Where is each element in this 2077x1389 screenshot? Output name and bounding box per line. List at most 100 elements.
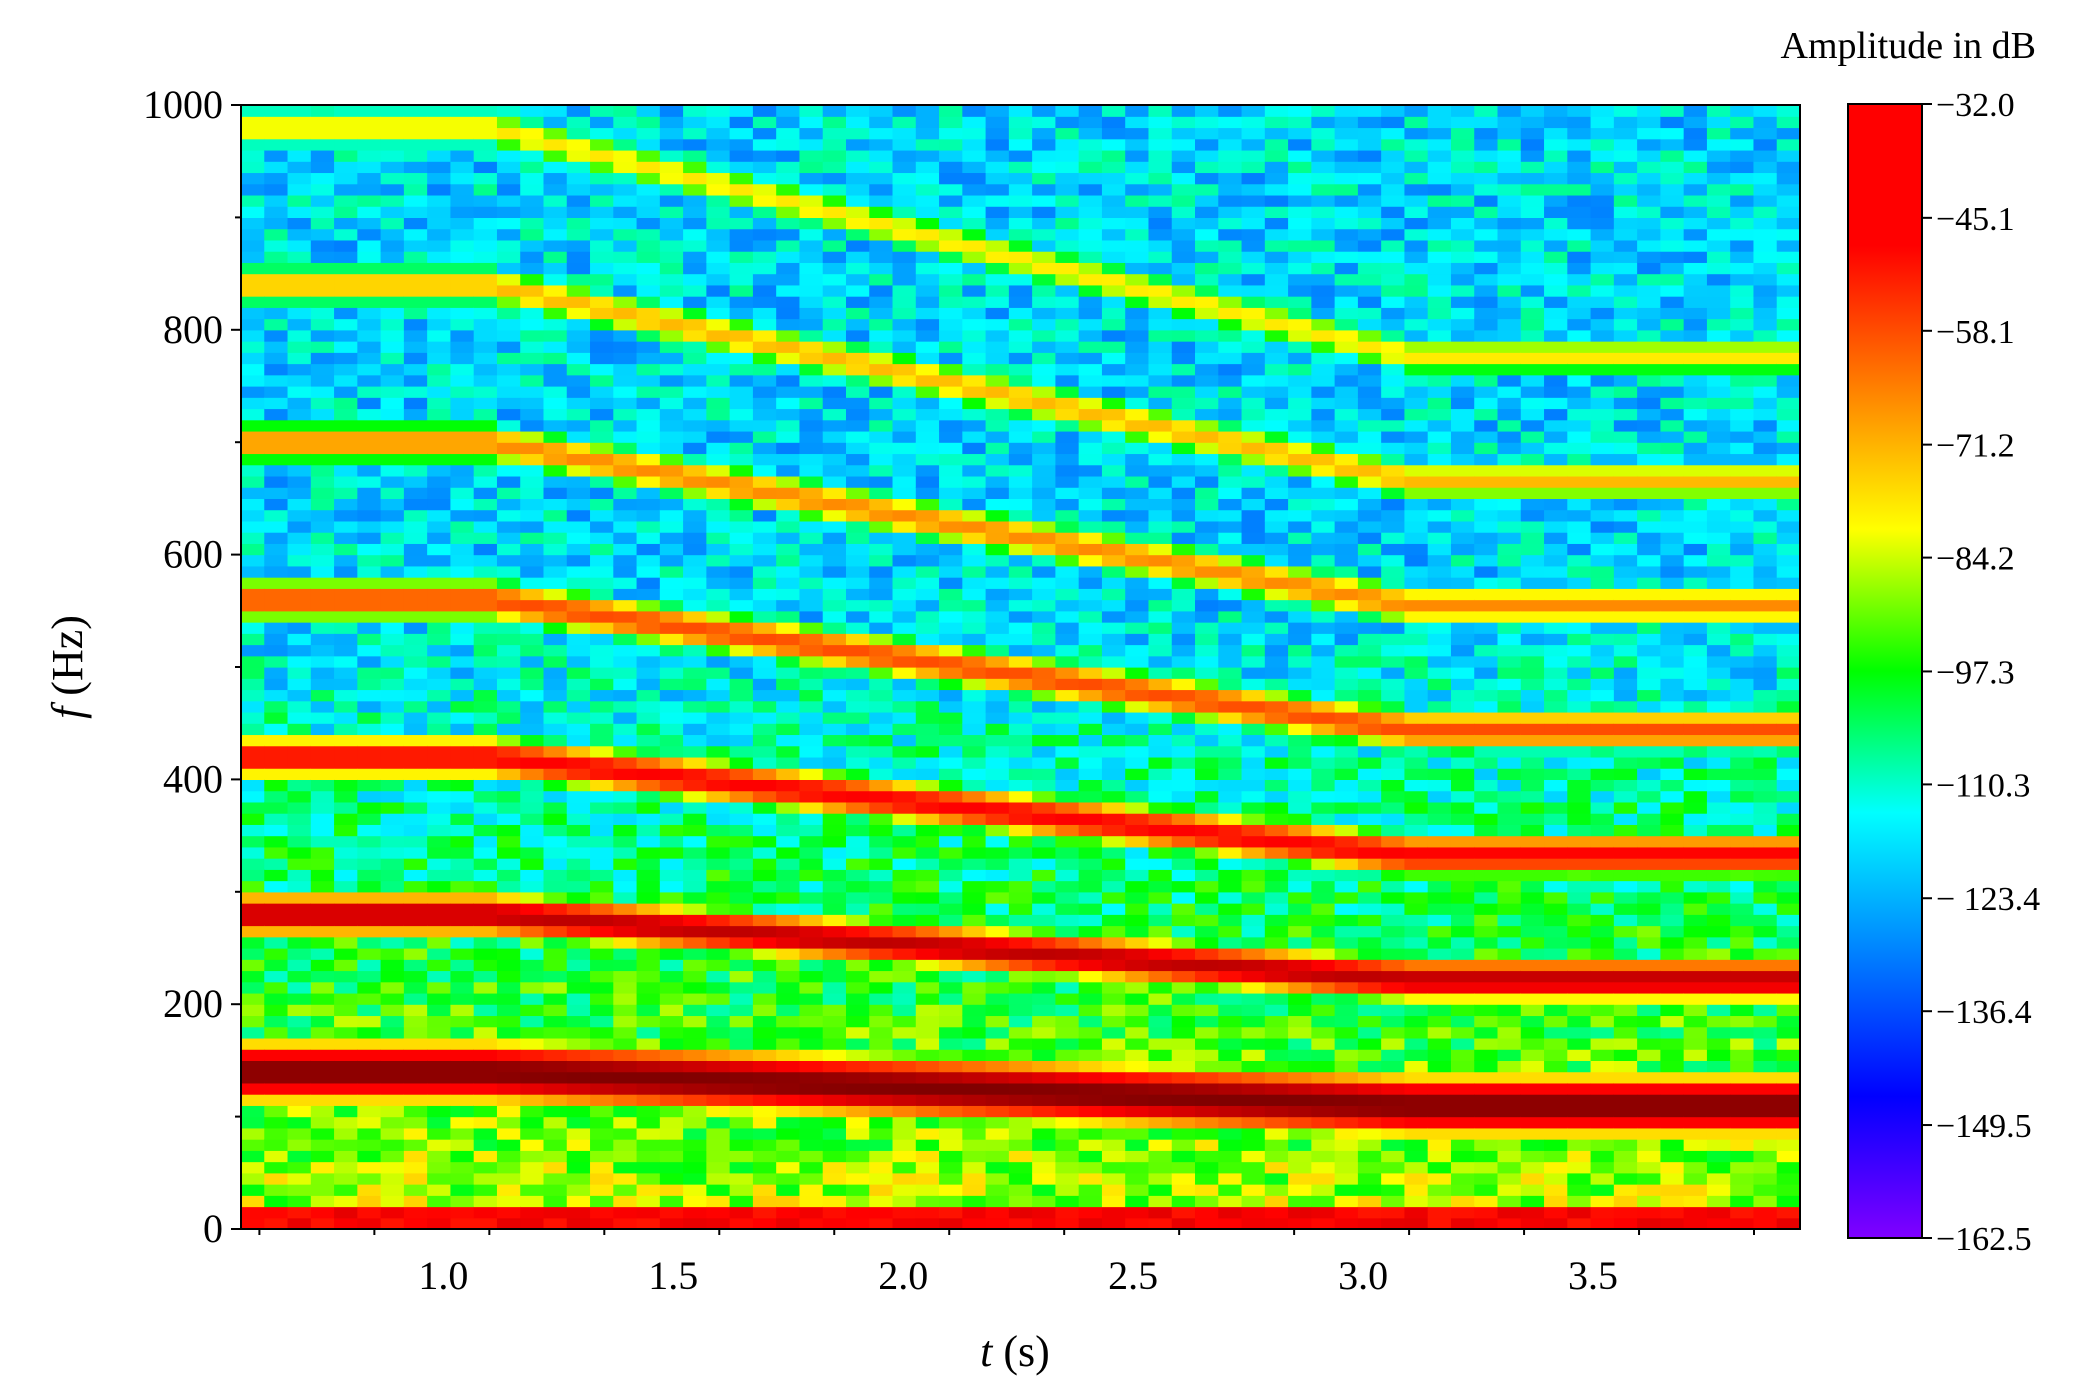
heatmap-cell [1357,948,1382,960]
heatmap-cell [403,228,428,241]
heatmap-cell [822,442,847,455]
heatmap-cell [287,655,312,668]
heatmap-cell [450,869,475,882]
heatmap-cell [892,700,917,713]
heatmap-cell [985,138,1010,151]
heatmap-cell [892,509,917,522]
heatmap-cell [1101,318,1126,331]
heatmap-cell [1334,925,1359,938]
heatmap-cell [496,667,521,679]
heatmap-cell [822,363,847,376]
heatmap-cell [1195,352,1219,365]
heatmap-cell [1101,273,1126,286]
heatmap-cell [939,970,963,983]
heatmap-cell [1125,194,1150,207]
heatmap-cell [1101,1082,1126,1095]
heatmap-cell [427,1094,452,1106]
heatmap-cell [496,453,521,466]
heatmap-cell [590,970,614,983]
heatmap-cell [473,296,498,308]
heatmap-cell [1241,1026,1266,1039]
heatmap-cell [1381,633,1406,646]
heatmap-cell [869,801,894,814]
heatmap-cell [1032,801,1056,814]
heatmap-cell [287,1026,312,1039]
heatmap-cell [1008,520,1033,533]
heatmap-cell [1218,341,1243,353]
heatmap-cell [1218,610,1243,623]
heatmap-cell [1148,453,1173,466]
heatmap-cell [1008,1184,1033,1196]
heatmap-cell [520,981,545,994]
heatmap-cell [822,1139,847,1151]
heatmap-cell [915,846,940,859]
heatmap-cell [1008,363,1033,376]
heatmap-cell [1171,262,1196,275]
heatmap-cell [985,1116,1010,1129]
heatmap-cell [1055,251,1080,263]
heatmap-cell [845,992,870,1005]
heatmap-cell [1032,363,1056,376]
heatmap-cell [357,442,382,455]
heatmap-cell [287,1172,312,1185]
heatmap-cell [1241,588,1266,601]
heatmap-cell [799,599,824,612]
heatmap-cell [1055,116,1080,129]
heatmap-cell [752,1195,777,1208]
heatmap-cell [287,1004,312,1017]
heatmap-cell [287,408,312,421]
heatmap-cell [427,711,452,724]
heatmap-cell [1171,903,1196,915]
heatmap-cell [1195,914,1219,927]
heatmap-cell [473,700,498,713]
heatmap-cell [1055,1116,1080,1129]
heatmap-cell [776,925,801,938]
heatmap-cell [1357,1116,1382,1129]
heatmap-cell [915,105,940,117]
heatmap-cell [334,1139,358,1151]
heatmap-cell [1381,768,1406,780]
heatmap-cell [334,397,358,410]
heatmap-cell [822,352,847,365]
heatmap-cell [752,374,777,387]
heatmap-cell [939,1161,963,1174]
heatmap-cell [915,1195,940,1208]
heatmap-cell [543,903,568,915]
heatmap-cell [613,1026,638,1039]
heatmap-cell [334,341,358,353]
heatmap-cell [543,239,568,252]
heatmap-cell [985,172,1010,185]
heatmap-cell [380,577,405,589]
heatmap-cell [590,1105,614,1118]
heatmap-cell [636,1060,661,1073]
heatmap-cell [264,824,289,837]
heatmap-cell [496,655,521,668]
heatmap-cell [1125,520,1150,533]
heatmap-cell [241,116,265,129]
heatmap-cell [1008,824,1033,837]
heatmap-cell [729,880,754,893]
heatmap-cell [520,1071,545,1084]
heatmap-cell [729,217,754,230]
heatmap-cell [520,846,545,859]
heatmap-cell [659,273,684,286]
heatmap-cell [1264,858,1289,870]
heatmap-cell [1218,1195,1243,1208]
heatmap-cell [1195,183,1219,196]
heatmap-cell [380,914,405,927]
heatmap-cell [915,453,940,466]
heatmap-cell [683,1004,707,1017]
heatmap-cell [845,194,870,207]
heatmap-cell [520,779,545,792]
heatmap-cell [962,610,987,623]
heatmap-cell [776,992,801,1005]
heatmap-cell [473,790,498,803]
heatmap-cell [1218,105,1243,117]
heatmap-cell [962,464,987,477]
heatmap-cell [496,689,521,702]
heatmap-cell [636,1082,661,1095]
heatmap-cell [357,667,382,679]
heatmap-cell [1264,1195,1289,1208]
heatmap-cell [659,520,684,533]
heatmap-cell [1008,397,1033,410]
